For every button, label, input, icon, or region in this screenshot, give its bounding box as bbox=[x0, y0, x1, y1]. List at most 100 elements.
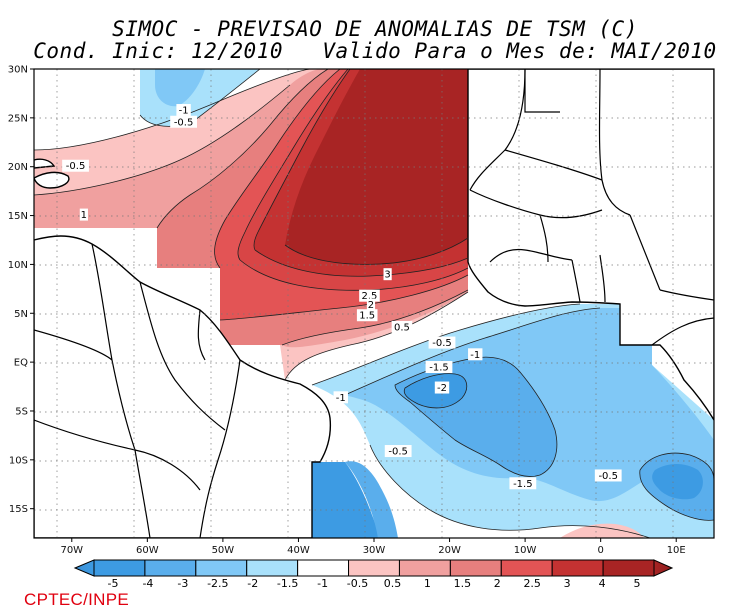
contour-label-bg bbox=[366, 298, 376, 311]
y-tick-label: 30N bbox=[8, 65, 28, 76]
contour-label: 0.5 bbox=[394, 322, 410, 333]
x-tick-label: 70W bbox=[60, 545, 83, 556]
colorbar-cell bbox=[144, 559, 197, 577]
colorbar-label: 1 bbox=[424, 577, 431, 590]
colorbar-cell bbox=[348, 559, 400, 577]
contour-label-bg bbox=[356, 309, 378, 322]
y-tick-label: 5S bbox=[15, 406, 28, 417]
colorbar-label: 1.5 bbox=[454, 577, 472, 590]
footer-credit: CPTEC/INPE bbox=[24, 590, 130, 609]
colorbar-cell bbox=[449, 559, 502, 577]
y-tick-label: 25N bbox=[8, 113, 28, 124]
contour-label-bg bbox=[594, 469, 622, 482]
colorbar-label: 2 bbox=[494, 577, 501, 590]
x-tick-label: 10E bbox=[667, 545, 686, 556]
colorbar-cell bbox=[246, 559, 299, 577]
colorbar-cell bbox=[93, 559, 146, 577]
anomaly-band-minus-2-east bbox=[652, 464, 703, 500]
y-tick-label: 15N bbox=[8, 211, 28, 222]
contour-label-bg bbox=[62, 159, 89, 172]
colorbar-label: -1 bbox=[317, 577, 328, 590]
contour-label: 1.5 bbox=[359, 311, 375, 322]
colorbar-label: -2.5 bbox=[207, 577, 228, 590]
x-tick-label: 10W bbox=[514, 545, 537, 556]
x-tick-label: 60W bbox=[136, 545, 159, 556]
contour-label: 1 bbox=[81, 210, 87, 221]
contour-label: -0.5 bbox=[66, 161, 86, 172]
contour-label-bg bbox=[384, 445, 412, 458]
colorbar-labels: -5 -4 -3 -2.5 -2 -1.5 -1 -0.5 0.5 1 1.5 2 2.5 3 4 5 bbox=[108, 577, 641, 590]
warm-patch-south bbox=[560, 523, 644, 538]
colorbar-label: -2 bbox=[247, 577, 258, 590]
contour-label-bg bbox=[468, 348, 483, 361]
graticule bbox=[34, 69, 714, 538]
y-tick-label: 5N bbox=[14, 309, 28, 320]
contour-label: -1 bbox=[336, 393, 346, 404]
contour-label: 3 bbox=[384, 270, 390, 281]
colorbar-label: -0.5 bbox=[347, 577, 368, 590]
political-borders bbox=[34, 69, 714, 538]
map-subtitle: Cond. Inic: 12/2010 Valido Para o Mes de… bbox=[33, 39, 717, 63]
contour-label-bg bbox=[383, 268, 392, 281]
colorbar-cell bbox=[551, 559, 604, 577]
contour-label-bg bbox=[79, 208, 88, 221]
contour-label-bg bbox=[176, 104, 191, 117]
y-tick-label: EQ bbox=[14, 358, 28, 369]
colorbar-label: 0.5 bbox=[384, 577, 402, 590]
contour-label-layer: -1-0.5-0.5132.521.50.5-0.5-1-1.5-2-1-0.5… bbox=[62, 104, 622, 490]
contour-label-bg bbox=[170, 115, 197, 128]
colorbar-label: 3 bbox=[564, 577, 571, 590]
contour-label: -1 bbox=[470, 350, 480, 361]
x-tick-label: 0 bbox=[597, 545, 603, 556]
y-tick-label: 10N bbox=[8, 260, 28, 271]
latitude-axis: 30N 25N 20N 15N 10N 5N EQ 5S 10S 15S bbox=[8, 65, 34, 515]
south-america bbox=[34, 235, 332, 538]
colorbar-label: -4 bbox=[142, 577, 153, 590]
contour-label: 2 bbox=[368, 300, 374, 311]
contour-label-bg bbox=[425, 361, 453, 374]
y-tick-label: 10S bbox=[9, 455, 28, 466]
contour-label: 2.5 bbox=[362, 291, 378, 302]
anomaly-band-minus-1.5-sw bbox=[312, 462, 378, 538]
colorbar-label: -1.5 bbox=[277, 577, 298, 590]
colorbar-label: 5 bbox=[634, 577, 641, 590]
anomaly-band-minus-1-sw bbox=[345, 461, 398, 538]
x-tick-label: 30W bbox=[363, 545, 386, 556]
contour-label-bg bbox=[434, 381, 450, 394]
y-tick-label: 20N bbox=[8, 162, 28, 173]
x-tick-label: 50W bbox=[212, 545, 235, 556]
longitude-axis: 70W 60W 50W 40W 30W 20W 10W 0 10E bbox=[60, 538, 686, 556]
colorbar-cell bbox=[500, 559, 553, 577]
colorbar-arrow-right bbox=[653, 559, 674, 577]
cuba-edge bbox=[34, 158, 56, 169]
x-tick-label: 20W bbox=[438, 545, 461, 556]
map-title: SIMOC - PREVISAO DE ANOMALIAS DE TSM (C) bbox=[112, 17, 638, 41]
colorbar-arrow-left bbox=[73, 559, 95, 577]
sst-anomaly-field: -1-0.5-0.5132.521.50.5-0.5-1-1.5-2-1-0.5… bbox=[34, 69, 714, 538]
colorbar-cell bbox=[195, 559, 248, 577]
contour-label: -0.5 bbox=[174, 117, 194, 128]
contour-label-bg bbox=[391, 320, 413, 333]
contour-label: -1.5 bbox=[429, 363, 449, 374]
contour-label-bg bbox=[509, 477, 537, 490]
contour-label-bg bbox=[428, 336, 456, 349]
contour-label: -0.5 bbox=[388, 447, 408, 458]
colorbar-cell bbox=[297, 559, 350, 577]
colorbar-label: 4 bbox=[599, 577, 606, 590]
anomaly-band-minus-1-nw bbox=[155, 69, 205, 107]
contour-label: -0.5 bbox=[432, 338, 452, 349]
contour-label: -1 bbox=[179, 106, 189, 117]
contour-label-bg bbox=[333, 391, 348, 404]
contour-label: -2 bbox=[437, 383, 447, 394]
colorbar-label: -5 bbox=[108, 577, 119, 590]
colorbar: -5 -4 -3 -2.5 -2 -1.5 -1 -0.5 0.5 1 1.5 2 2.5 3 4 5 bbox=[73, 559, 674, 590]
colorbar-cells bbox=[93, 559, 655, 577]
contour-label: -0.5 bbox=[598, 471, 618, 482]
y-tick-label: 15S bbox=[9, 504, 28, 515]
colorbar-cell bbox=[398, 559, 451, 577]
colorbar-label: -3 bbox=[177, 577, 188, 590]
contour-label: -1.5 bbox=[513, 479, 533, 490]
hispaniola bbox=[34, 171, 70, 189]
